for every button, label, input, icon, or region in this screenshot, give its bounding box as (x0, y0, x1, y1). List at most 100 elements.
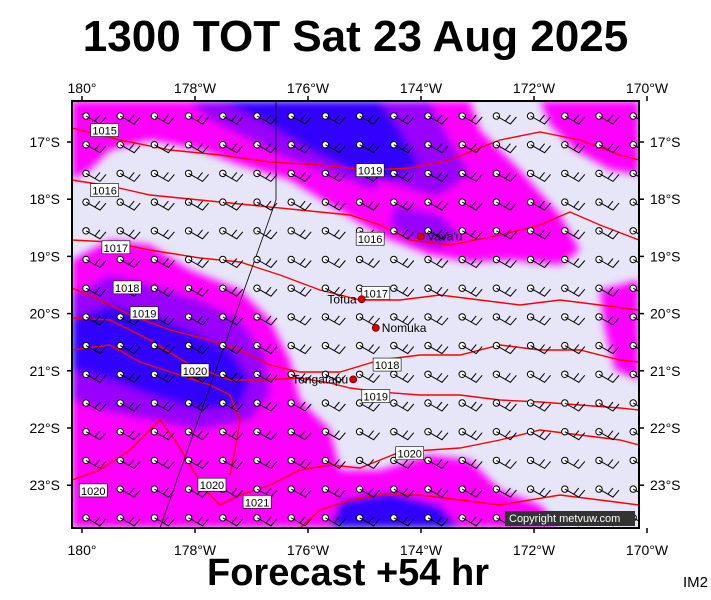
wind-barb (116, 227, 141, 240)
wind-barbs (82, 112, 639, 527)
wind-barb (526, 485, 551, 498)
copyright-box: Copyright metvuw.com (505, 511, 635, 526)
wind-barb (492, 428, 517, 441)
wind-barb (116, 198, 141, 211)
wind-barb (253, 341, 278, 355)
wind-barb (150, 284, 175, 297)
isobar-label: 1019 (361, 389, 391, 404)
wind-barb (321, 514, 346, 527)
wind-barb (424, 141, 449, 154)
lat-label-right: 21°S (650, 363, 681, 379)
svg-text:1020: 1020 (200, 480, 224, 492)
wind-barb (390, 284, 415, 297)
lat-label-left: 21°S (29, 363, 60, 379)
wind-barb (595, 399, 620, 412)
svg-text:1018: 1018 (115, 283, 139, 295)
wind-barb (287, 227, 312, 240)
wind-barb (82, 284, 107, 297)
wind-barb (390, 341, 415, 355)
wind-barb (219, 456, 244, 470)
wind-barb (116, 456, 141, 470)
place-name: Tongatapu (292, 372, 348, 386)
wind-barb (526, 399, 551, 412)
wind-barb (595, 341, 620, 355)
wind-barb (458, 370, 483, 383)
wind-barb (390, 169, 415, 183)
wind-barb (355, 370, 380, 383)
wind-barb (424, 169, 449, 183)
wind-barb (629, 341, 639, 350)
isobar-label: 1020 (180, 363, 210, 378)
wind-barb (184, 284, 209, 297)
wind-barb (492, 141, 517, 154)
forecast-label: Forecast +54 hr (207, 552, 489, 594)
wind-barb (82, 341, 107, 355)
isobar-label: 1015 (90, 123, 119, 138)
wind-barb (150, 169, 175, 183)
svg-text:1019: 1019 (364, 392, 388, 404)
svg-text:1015: 1015 (92, 126, 116, 138)
wind-barb (287, 255, 312, 269)
wind-barb (82, 227, 107, 240)
lat-label-right: 19°S (650, 248, 681, 264)
wind-barb (150, 198, 175, 211)
wind-barb (150, 141, 175, 154)
wind-barb (424, 112, 449, 125)
wind-barb (629, 370, 639, 379)
wind-barb (253, 313, 278, 326)
wind-barb (150, 255, 175, 269)
wind-barb (526, 255, 551, 269)
wind-barb (287, 112, 312, 125)
wind-barb (321, 341, 346, 355)
svg-text:1020: 1020 (183, 366, 207, 378)
wind-barb (321, 169, 346, 183)
wind-barb (150, 428, 175, 441)
lon-label-top: 178°W (174, 80, 217, 96)
wind-barb (287, 456, 312, 470)
wind-barb (629, 112, 639, 120)
wind-barb (321, 313, 346, 326)
wind-barb (253, 456, 278, 470)
lat-label-left: 23°S (29, 477, 60, 493)
wind-barb (390, 456, 415, 470)
lon-label-bottom: 174°W (400, 542, 443, 558)
wind-barb (253, 428, 278, 441)
wind-barb (424, 370, 449, 383)
svg-text:1021: 1021 (245, 497, 269, 509)
wind-barb (253, 169, 278, 183)
wind-barb (458, 169, 483, 183)
isobar-label: 1017 (361, 286, 391, 301)
map-frame: 1015 1016 1017 1018 1019 1020 1019 1016 1017 1018… (29, 80, 680, 558)
wind-barb (629, 428, 639, 436)
wind-barb (595, 313, 620, 326)
wind-barb (458, 284, 483, 297)
place-name: Vava'u (427, 229, 462, 243)
wind-barb (184, 227, 209, 240)
wind-barb (219, 169, 244, 183)
wind-barb (561, 141, 586, 154)
wind-barb (390, 514, 415, 527)
wind-barb (595, 255, 620, 269)
wind-barb (595, 141, 620, 154)
svg-text:1018: 1018 (375, 360, 399, 372)
wind-barb (355, 198, 380, 211)
wind-barb (424, 456, 449, 470)
wind-barb (287, 284, 312, 297)
wind-barb (595, 227, 620, 240)
wind-barb (287, 198, 312, 211)
wind-barb (321, 198, 346, 211)
wind-barb (424, 255, 449, 269)
lat-label-left: 17°S (29, 134, 60, 150)
wind-barb (458, 141, 483, 154)
isobar-label: 1020 (79, 483, 108, 498)
lat-label-left: 19°S (29, 248, 60, 264)
wind-barb (595, 485, 620, 498)
wind-barb (184, 514, 209, 527)
wind-barb (424, 313, 449, 326)
wind-barb (82, 399, 107, 412)
wind-barb (390, 112, 415, 125)
axis-ticks: 180° 180° 178°W 178°W 176°W 176°W 174°W 174°W 17… (29, 80, 680, 558)
wind-barb (253, 227, 278, 240)
wind-barb (219, 399, 244, 412)
wind-barb (390, 227, 415, 240)
